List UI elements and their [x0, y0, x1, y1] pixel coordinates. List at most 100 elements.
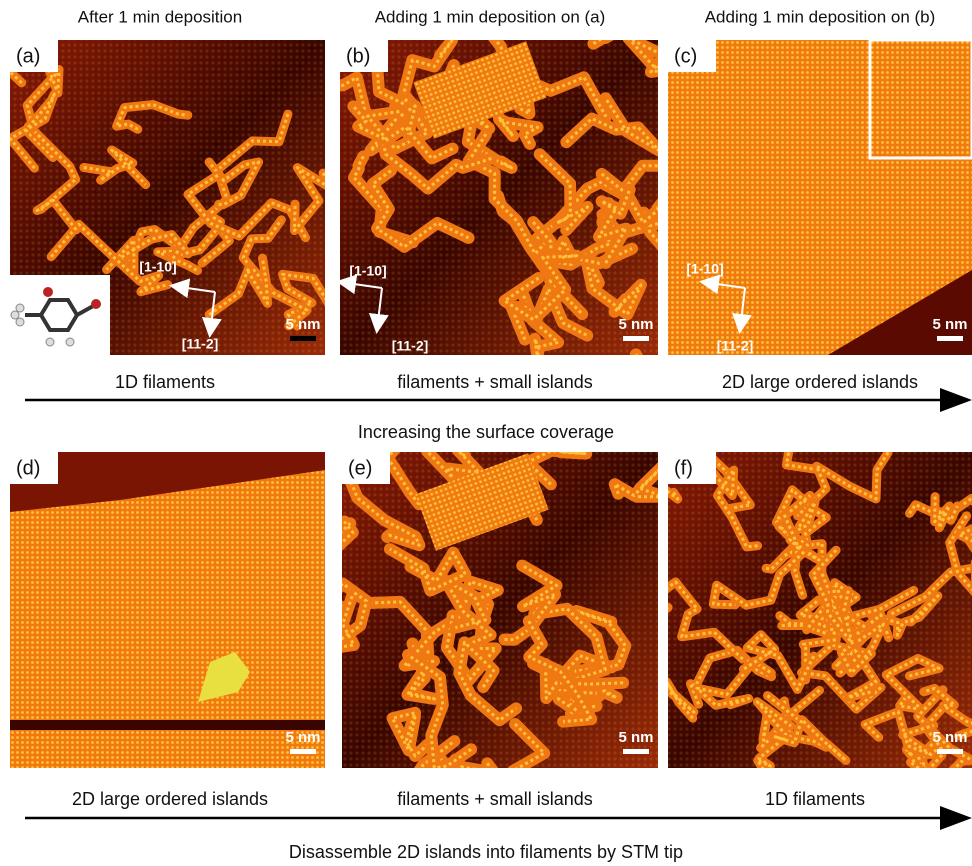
- filament-core: [497, 116, 540, 145]
- filament-core: [342, 464, 421, 547]
- filament-core: [777, 500, 817, 557]
- filament-core: [371, 169, 470, 249]
- filament-core: [407, 653, 472, 768]
- filament-core: [538, 153, 589, 232]
- filament-core: [634, 353, 638, 355]
- direction-label: [1-10]: [139, 259, 176, 275]
- filament-core: [186, 173, 307, 239]
- inset: [868, 38, 972, 160]
- filament-core: [948, 515, 972, 592]
- dark-strip: [10, 720, 325, 730]
- column-header: Adding 1 min deposition on (a): [375, 7, 606, 26]
- filament-core: [293, 166, 325, 233]
- filament: [608, 462, 658, 503]
- filament-core: [369, 104, 454, 160]
- scale-bar-label: 5 nm: [285, 316, 320, 333]
- filament-core: [342, 591, 368, 649]
- filament-core: [923, 686, 972, 738]
- filament-core: [916, 688, 972, 762]
- stm-panel: (f) 5 nm: [668, 452, 972, 768]
- small-island: [415, 453, 549, 551]
- stm-image: [340, 40, 658, 355]
- filament-core: [532, 221, 633, 270]
- filament-core: [834, 627, 878, 699]
- panel-caption: filaments + small islands: [397, 789, 593, 809]
- filament-core: [798, 598, 838, 680]
- column-header: After 1 min deposition: [78, 7, 242, 26]
- filament-core: [668, 680, 696, 720]
- scale-bar-label: 5 nm: [618, 316, 653, 333]
- filament-core: [811, 549, 869, 645]
- filament-core: [379, 132, 492, 191]
- scale-bar: [937, 749, 963, 754]
- filament-core: [391, 711, 429, 758]
- filament-core: [784, 452, 819, 472]
- filament-core: [208, 257, 269, 316]
- direction-arrow: [201, 291, 222, 338]
- filament-core: [796, 452, 890, 517]
- filament: [708, 465, 763, 552]
- panel-label-box: [10, 452, 58, 484]
- filament-core: [863, 710, 935, 757]
- filament-core: [782, 514, 821, 596]
- direction-arrow: [336, 274, 383, 295]
- atom-o: [43, 287, 53, 297]
- scale-bar: [937, 336, 963, 341]
- small-island: [413, 41, 547, 139]
- direction-arrow: [699, 274, 746, 295]
- scale-bar-label: 5 nm: [285, 729, 320, 746]
- filament-core: [457, 640, 517, 722]
- filament-core: [340, 52, 385, 144]
- filament-core: [756, 700, 791, 768]
- direction-label: [11-2]: [392, 338, 429, 354]
- filament-core: [871, 594, 940, 637]
- panel-label-box: [668, 452, 716, 484]
- filament-core: [504, 564, 559, 642]
- filament-core: [909, 708, 943, 768]
- filament-core: [115, 103, 188, 131]
- bare-area: [10, 452, 325, 512]
- filament-core: [742, 633, 816, 691]
- filament-core: [884, 657, 941, 711]
- filament-core: [527, 620, 593, 724]
- panel-label-box: [342, 452, 390, 484]
- arrow-head: [940, 388, 972, 412]
- panel-label: (e): [348, 457, 372, 479]
- panel-caption: 1D filaments: [115, 372, 215, 392]
- atom-h: [65, 337, 75, 347]
- filament-core: [488, 40, 523, 92]
- stm-image: [668, 452, 972, 768]
- filament-core: [755, 694, 828, 749]
- panel-label-box: [668, 40, 716, 72]
- filament-core: [451, 68, 514, 170]
- column-header: Adding 1 min deposition on (b): [705, 7, 936, 26]
- panel-label: (c): [674, 45, 697, 67]
- scale-bar: [290, 336, 316, 341]
- scale-bar: [623, 336, 649, 341]
- stm-image: [10, 40, 325, 355]
- filament-core: [168, 212, 231, 265]
- arrow-caption: Increasing the surface coverage: [358, 422, 614, 442]
- panel-caption: 1D filaments: [765, 789, 865, 809]
- filament: [383, 543, 472, 597]
- filament-core: [503, 254, 579, 322]
- filament-core: [50, 222, 169, 294]
- panel-label-box: [340, 40, 388, 72]
- scale-bar-label: 5 nm: [932, 316, 967, 333]
- filament-core: [241, 218, 309, 328]
- stm-panel: (e) 5 nm: [342, 452, 658, 768]
- filament-core: [10, 92, 56, 170]
- filament: [421, 452, 485, 484]
- filament-core: [281, 272, 325, 328]
- panel-caption: filaments + small islands: [397, 372, 593, 392]
- filament: [769, 715, 851, 765]
- stm-panel: (b) 5 nm [1-10] [11-2]: [336, 40, 658, 355]
- panel-label: (f): [674, 457, 693, 479]
- filament-core: [394, 40, 454, 123]
- filament-core: [33, 130, 78, 231]
- scale-bar-label: 5 nm: [932, 729, 967, 746]
- stm-panel: (d) 5 nm: [10, 452, 325, 768]
- filament-core: [170, 113, 290, 262]
- panel-caption: 2D large ordered islands: [722, 372, 918, 392]
